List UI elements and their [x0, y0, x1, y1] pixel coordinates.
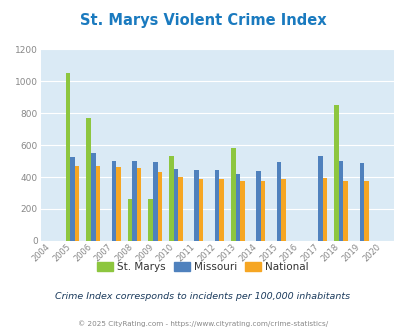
- Bar: [338, 161, 343, 241]
- Bar: [168, 155, 173, 241]
- Bar: [281, 179, 285, 241]
- Bar: [276, 162, 281, 241]
- Bar: [333, 105, 338, 241]
- Bar: [95, 166, 100, 241]
- Text: Crime Index corresponds to incidents per 100,000 inhabitants: Crime Index corresponds to incidents per…: [55, 292, 350, 301]
- Text: St. Marys Violent Crime Index: St. Marys Violent Crime Index: [79, 13, 326, 28]
- Bar: [194, 170, 198, 241]
- Bar: [178, 177, 182, 241]
- Bar: [116, 167, 120, 241]
- Bar: [359, 163, 363, 241]
- Bar: [239, 181, 244, 241]
- Bar: [256, 171, 260, 241]
- Legend: St. Marys, Missouri, National: St. Marys, Missouri, National: [93, 258, 312, 276]
- Bar: [322, 178, 326, 241]
- Bar: [173, 169, 178, 241]
- Bar: [75, 166, 79, 241]
- Bar: [235, 174, 239, 241]
- Bar: [136, 168, 141, 241]
- Bar: [91, 153, 95, 241]
- Bar: [343, 181, 347, 241]
- Bar: [318, 155, 322, 241]
- Bar: [70, 157, 75, 241]
- Bar: [363, 181, 368, 241]
- Bar: [219, 179, 224, 241]
- Bar: [128, 199, 132, 241]
- Bar: [86, 118, 91, 241]
- Bar: [214, 170, 219, 241]
- Bar: [66, 74, 70, 241]
- Bar: [148, 199, 153, 241]
- Text: © 2025 CityRating.com - https://www.cityrating.com/crime-statistics/: © 2025 CityRating.com - https://www.city…: [78, 321, 327, 327]
- Bar: [132, 161, 136, 241]
- Bar: [111, 161, 116, 241]
- Bar: [198, 179, 203, 241]
- Bar: [260, 181, 265, 241]
- Bar: [230, 148, 235, 241]
- Bar: [157, 172, 162, 241]
- Bar: [153, 162, 157, 241]
